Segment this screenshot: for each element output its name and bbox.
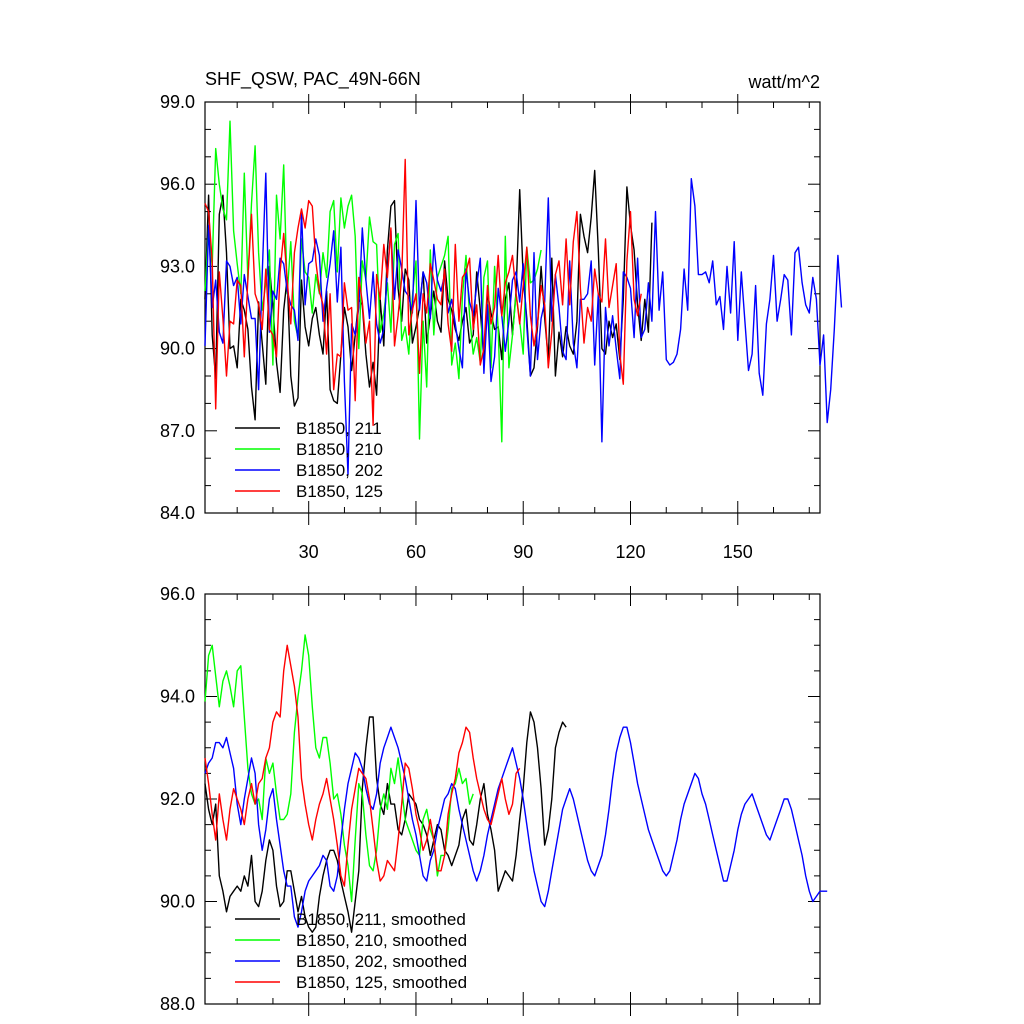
bottom-legend: B1850, 211, smoothed B1850, 210, smoothe… xyxy=(235,910,467,992)
bottom-ticks: 88.0 90.0 92.0 94.0 96.0 xyxy=(160,584,820,1016)
top-plot-frame xyxy=(204,101,821,514)
legend-label-125: B1850, 125 xyxy=(296,482,383,501)
legend-label-211-smoothed: B1850, 211, smoothed xyxy=(296,910,466,929)
bottom-series-line-b1850-211-smoothed xyxy=(204,711,567,933)
top-ticks: 30 60 90 120 150 84.0 87.0 90.0 93.0 96.0 99.0 xyxy=(160,92,820,562)
top-chart-units: watt/m^2 xyxy=(748,72,820,92)
top-series-line-b1850-202 xyxy=(204,172,843,476)
bottom-series-line-b1850-125-smoothed xyxy=(204,644,521,887)
top-xtick-label-60: 60 xyxy=(406,542,426,562)
top-xtick-label-90: 90 xyxy=(513,542,533,562)
top-ytick-label-3: 93.0 xyxy=(160,256,195,276)
legend-label-211: B1850, 211 xyxy=(296,419,382,438)
bottom-ytick-label-4: 96.0 xyxy=(160,584,195,604)
bottom-panel: 88.0 90.0 92.0 94.0 96.0 B1850, 211, smoothe… xyxy=(160,584,828,1016)
top-ytick-label-1: 87.0 xyxy=(160,421,195,441)
top-series-line-b1850-125 xyxy=(204,158,642,426)
legend-label-202: B1850, 202 xyxy=(296,461,383,480)
top-ytick-label-0: 84.0 xyxy=(160,503,195,523)
top-xtick-label-120: 120 xyxy=(615,542,645,562)
top-series-group xyxy=(204,120,843,476)
top-ytick-label-5: 99.0 xyxy=(160,92,195,112)
top-legend: B1850, 211 B1850, 210 B1850, 202 B1850, … xyxy=(235,419,383,501)
top-chart-title: SHF_QSW, PAC_49N-66N xyxy=(205,69,421,90)
bottom-series-line-b1850-202 xyxy=(204,726,828,928)
top-xtick-label-30: 30 xyxy=(299,542,319,562)
bottom-ytick-label-1: 90.0 xyxy=(160,892,195,912)
bottom-ytick-label-0: 88.0 xyxy=(160,994,195,1014)
top-ytick-label-2: 90.0 xyxy=(160,339,195,359)
bottom-series-group xyxy=(204,634,828,933)
legend-label-125-smoothed: B1850, 125, smoothed xyxy=(296,973,467,992)
legend-label-210-smoothed: B1850, 210, smoothed xyxy=(296,931,467,950)
bottom-ytick-label-2: 92.0 xyxy=(160,789,195,809)
legend-label-210: B1850, 210 xyxy=(296,440,383,459)
legend-label-202-smoothed: B1850, 202, smoothed xyxy=(296,952,467,971)
bottom-ytick-label-3: 94.0 xyxy=(160,687,195,707)
bottom-series-line-b1850-210-smoothed xyxy=(204,634,474,903)
top-xtick-label-150: 150 xyxy=(723,542,753,562)
top-ytick-label-4: 96.0 xyxy=(160,174,195,194)
top-panel: SHF_QSW, PAC_49N-66N watt/m^2 30 60 90 120 1… xyxy=(160,69,843,562)
